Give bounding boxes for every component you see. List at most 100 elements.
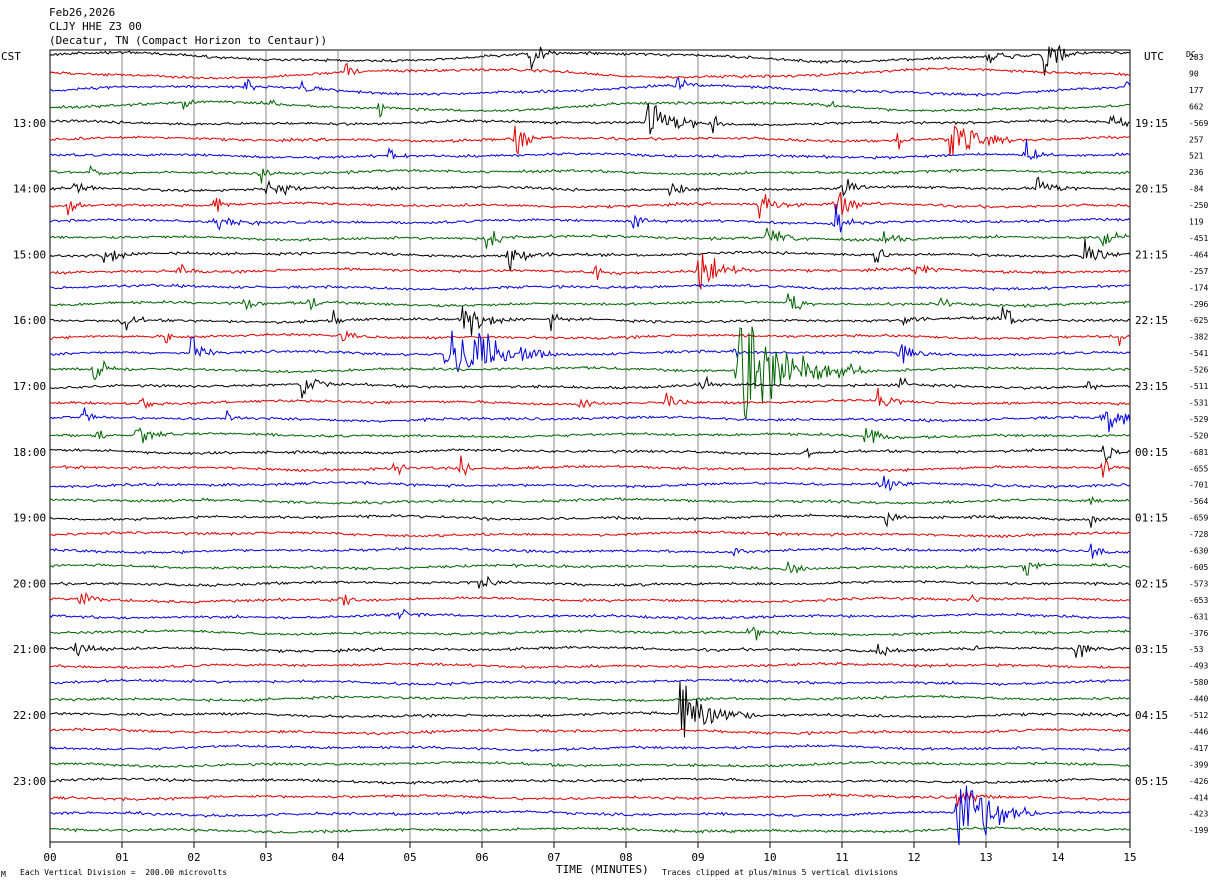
dc-offset-label: -417 [1189,744,1208,753]
trace-row-35 [49,626,1131,641]
dc-offset-label: -701 [1189,481,1208,490]
trace-row-10 [49,203,1131,233]
dc-offset-label: 90 [1189,69,1199,78]
right-zone-label: UTC [1144,50,1164,63]
x-tick-label: 07 [547,851,560,864]
trace-row-22 [49,407,1131,433]
left-time-label: 18:00 [13,446,46,459]
dc-offset-label: 257 [1189,135,1204,144]
trace-row-28 [49,511,1131,528]
trace-row-33 [49,591,1131,606]
dc-offset-label: 236 [1189,168,1204,177]
trace-row-36 [49,642,1131,658]
dc-offset-label: -531 [1189,398,1208,407]
left-time-label: 13:00 [13,117,46,130]
trace-row-40 [49,681,1130,738]
trace-row-1 [49,62,1131,80]
dc-offset-label: -625 [1189,316,1208,325]
trace-row-21 [49,388,1131,410]
right-time-label: 00:15 [1135,446,1168,459]
right-time-label: 22:15 [1135,314,1168,327]
left-time-label: 19:00 [13,512,46,525]
trace-row-20 [50,375,1131,399]
left-time-label: 14:00 [13,183,46,196]
trace-row-38 [49,677,1131,687]
x-tick-label: 00 [43,851,56,864]
left-time-label: 23:00 [13,775,46,788]
dc-offset-label: -728 [1189,530,1208,539]
dc-offset-label: -564 [1189,497,1208,506]
dc-offset-label: -580 [1189,678,1208,687]
dc-offset-label: -53 [1189,645,1204,654]
dc-offset-label: -655 [1189,464,1208,473]
dc-offset-label: -659 [1189,514,1208,523]
dc-offset-label: -512 [1189,711,1208,720]
trace-row-25 [49,455,1131,478]
right-time-label: 04:15 [1135,709,1168,722]
dc-offset-label: -174 [1189,283,1208,292]
dc-offset-label: -526 [1189,366,1208,375]
dc-offset-label: -653 [1189,596,1208,605]
plot-frame [49,49,1131,843]
right-time-label: 05:15 [1135,775,1168,788]
trace-row-42 [49,743,1131,753]
trace-row-27 [49,495,1131,505]
dc-offset-label: -199 [1189,826,1208,835]
dc-offset-label: -376 [1189,629,1208,638]
trace-row-23 [49,427,1131,444]
trace-row-30 [49,543,1131,559]
dc-offset-label: -520 [1189,431,1208,440]
x-tick-label: 15 [1123,851,1136,864]
trace-row-7 [50,164,1131,184]
header-date: Feb26,2026 [49,6,116,19]
x-tick-label: 14 [1051,851,1065,864]
dc-offset-label: -464 [1189,250,1208,259]
right-time-label: 03:15 [1135,643,1168,656]
trace-row-17 [49,329,1131,346]
corner-mark: M [1,870,6,879]
dc-offset-label: -681 [1189,448,1208,457]
clip-note: Traces clipped at plus/minus 5 vertical … [662,868,899,877]
dc-offset-label: -605 [1189,563,1208,572]
trace-row-13 [49,253,1131,290]
dc-offset-label: -399 [1189,760,1208,769]
trace-row-8 [49,176,1131,197]
x-tick-label: 12 [907,851,920,864]
left-time-label: 17:00 [13,380,46,393]
x-tick-label: 04 [331,851,345,864]
right-time-label: 02:15 [1135,577,1168,590]
dc-offset-label: -440 [1189,695,1208,704]
dc-offset-label: 662 [1189,102,1204,111]
dc-offset-label: 177 [1189,86,1204,95]
dc-offset-label: -296 [1189,300,1208,309]
dc-offset-label: -529 [1189,415,1208,424]
dc-offset-label: -631 [1189,612,1208,621]
trace-row-19 [49,326,1131,419]
dc-offset-label: 119 [1189,218,1204,227]
x-tick-label: 08 [619,851,632,864]
dc-offset-label: -382 [1189,333,1208,342]
trace-row-12 [49,238,1131,272]
dc-offset-label: -84 [1189,185,1204,194]
dc-offset-label: -569 [1189,119,1208,128]
dc-offset-label: 283 [1189,53,1204,62]
left-zone-label: CST [1,50,21,63]
trace-row-6 [49,139,1131,161]
trace-row-5 [49,125,1130,157]
left-time-label: 22:00 [13,709,46,722]
dc-offset-label: 521 [1189,152,1204,161]
trace-row-18 [49,330,1131,373]
dc-offset-label: -630 [1189,547,1208,556]
left-time-label: 16:00 [13,314,46,327]
dc-offset-label: -423 [1189,810,1208,819]
trace-row-0 [49,44,1131,76]
trace-row-31 [49,561,1131,576]
scale-note: Each Vertical Division = 200.00 microvol… [20,868,228,877]
dc-label: DC [1186,50,1196,59]
trace-row-15 [49,293,1131,311]
x-tick-label: 03 [259,851,272,864]
trace-row-9 [49,192,1131,219]
dc-offset-label: -541 [1189,349,1208,358]
trace-row-46 [50,785,1131,846]
